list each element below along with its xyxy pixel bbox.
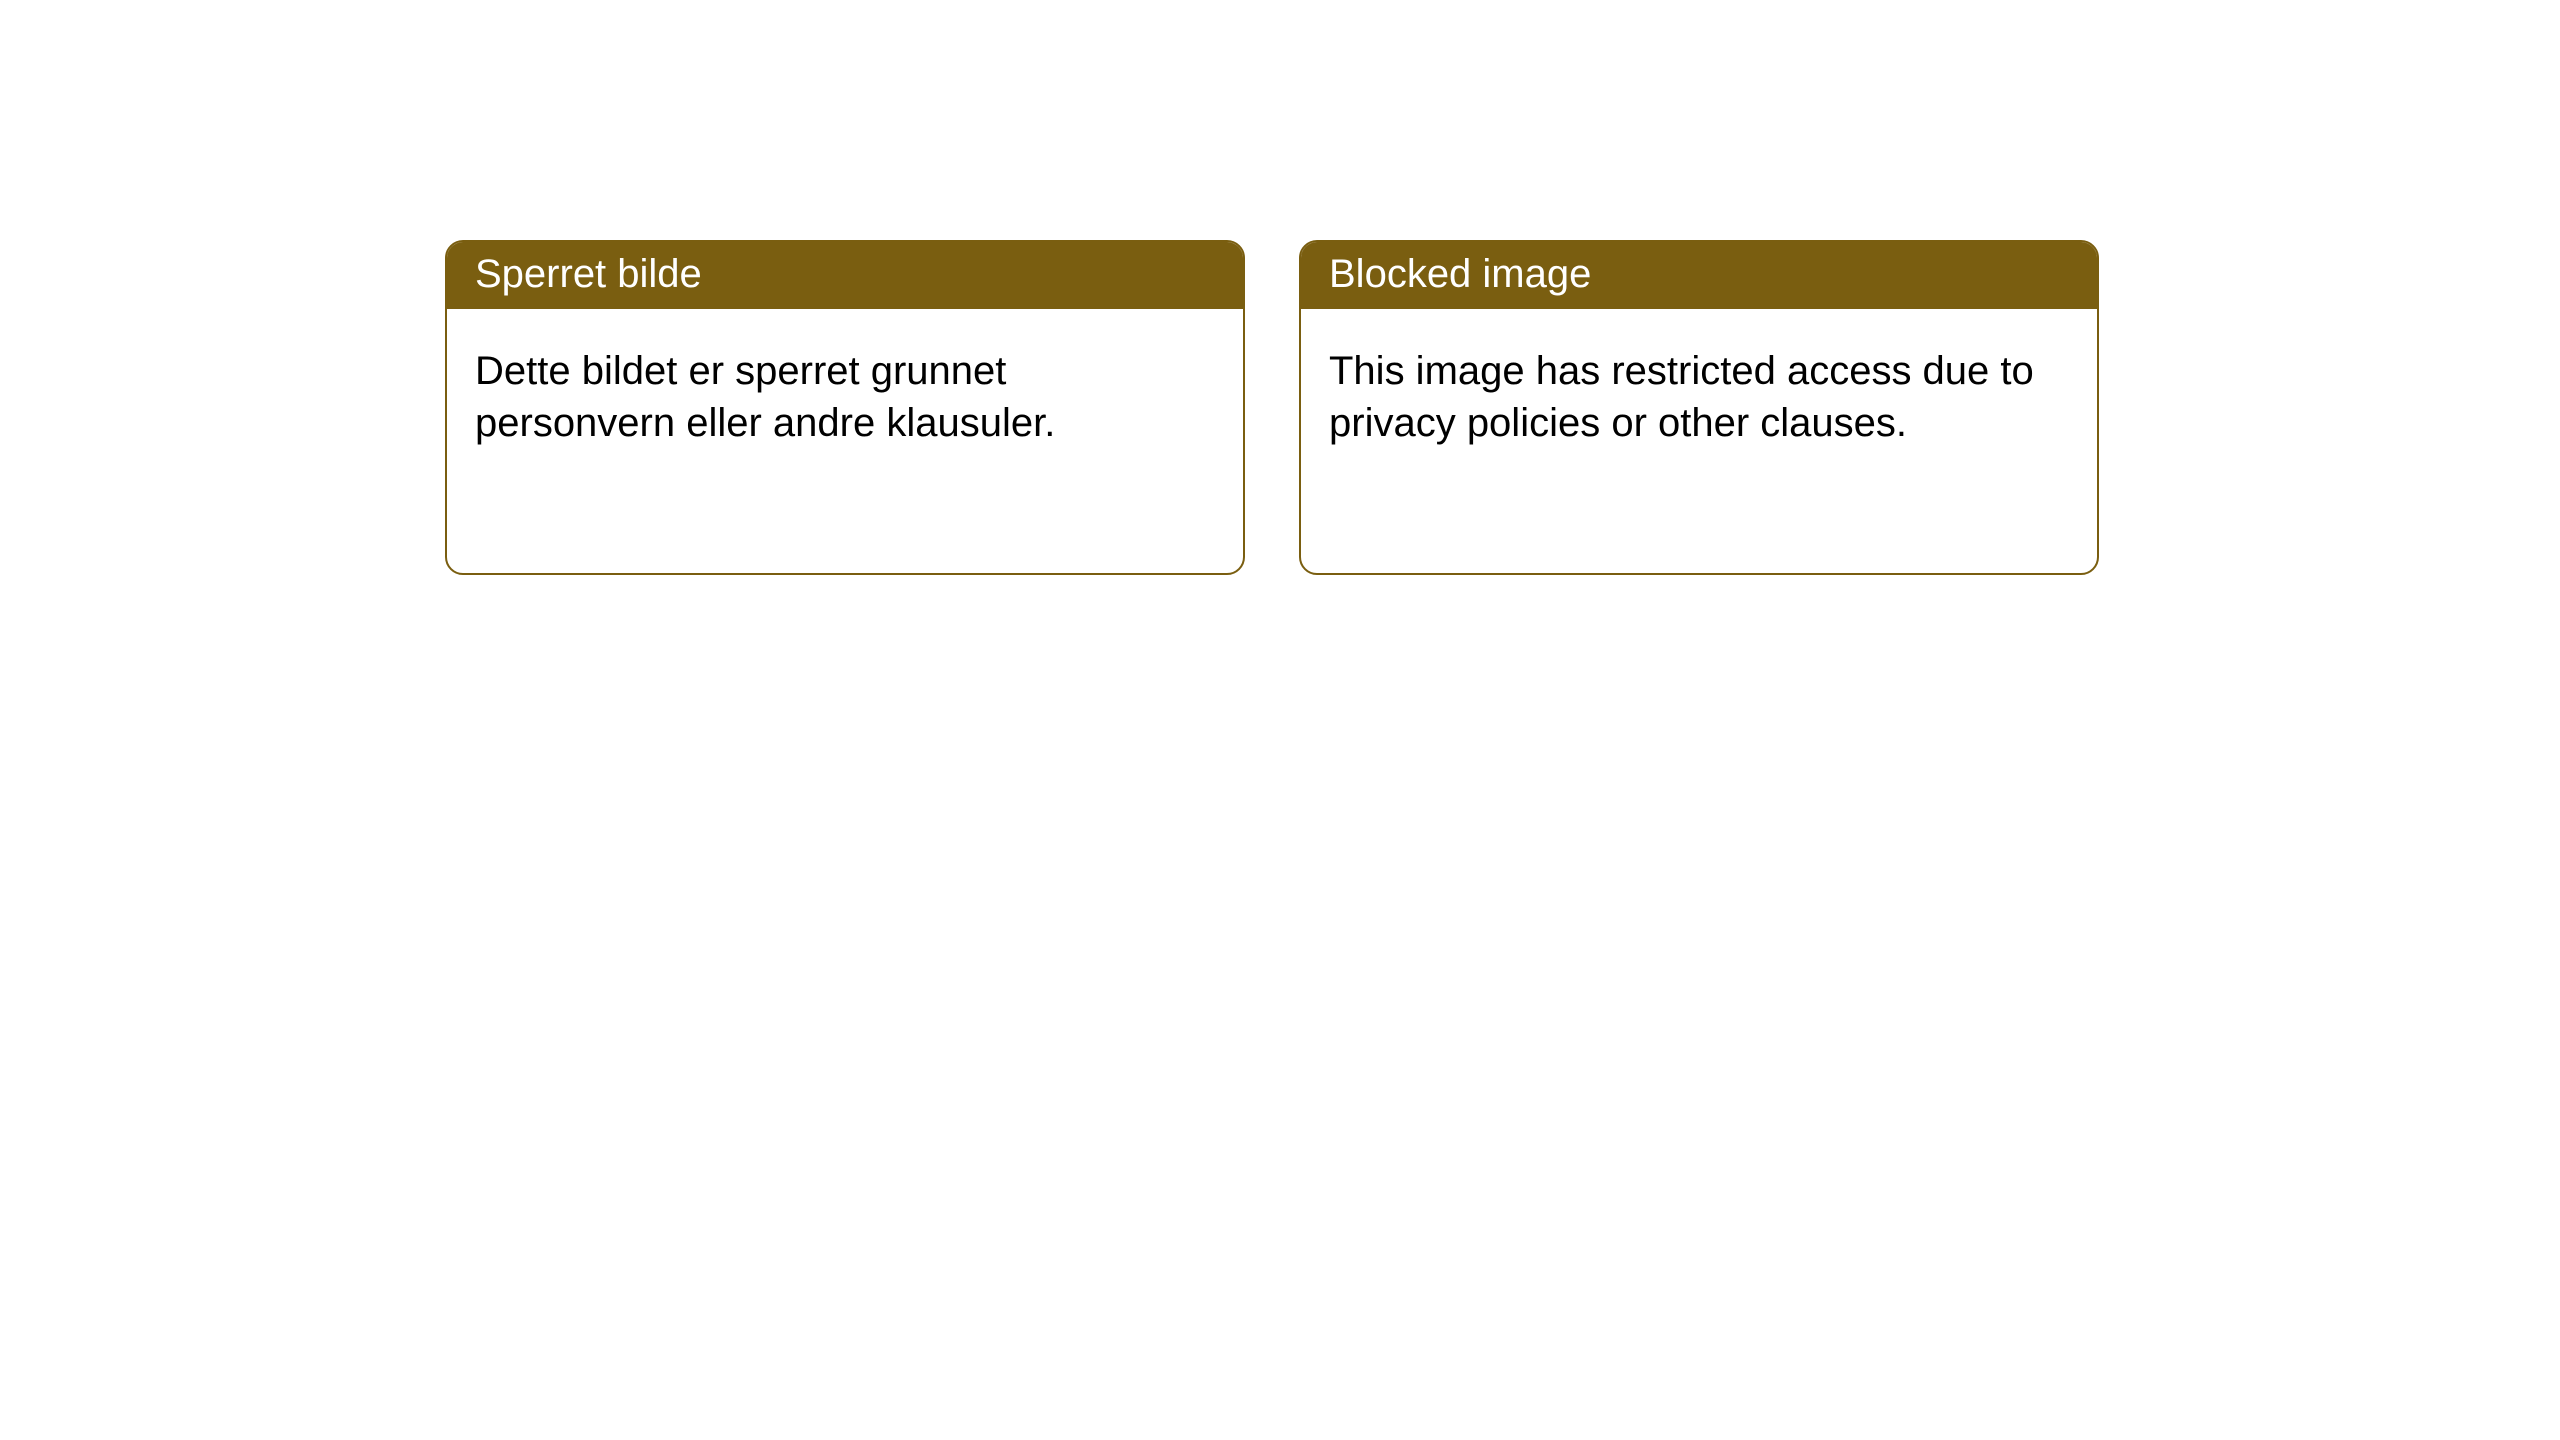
card-header: Blocked image bbox=[1301, 242, 2097, 309]
card-body: Dette bildet er sperret grunnet personve… bbox=[447, 309, 1243, 485]
notice-card-english: Blocked image This image has restricted … bbox=[1299, 240, 2099, 575]
card-body: This image has restricted access due to … bbox=[1301, 309, 2097, 485]
card-header: Sperret bilde bbox=[447, 242, 1243, 309]
notice-card-norwegian: Sperret bilde Dette bildet er sperret gr… bbox=[445, 240, 1245, 575]
notice-cards-row: Sperret bilde Dette bildet er sperret gr… bbox=[0, 0, 2560, 575]
